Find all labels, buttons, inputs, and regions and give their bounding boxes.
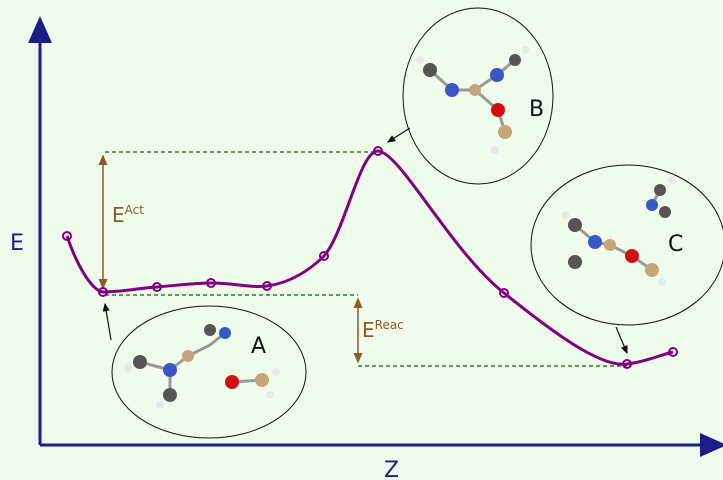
- background: [0, 0, 723, 480]
- symbol: E: [362, 318, 375, 342]
- x-axis-label: Z: [384, 458, 399, 480]
- energy-diagram: E Z EAct EReac A B C: [0, 0, 723, 480]
- y-axis-label: E: [10, 231, 24, 256]
- state-label: B: [529, 97, 544, 122]
- symbol: E: [112, 203, 125, 227]
- state-label: A: [251, 334, 266, 359]
- state-label: C: [668, 232, 683, 257]
- superscript: Act: [125, 203, 145, 217]
- superscript: Reac: [375, 318, 404, 332]
- page: E Z EAct EReac A B C (() => { const data…: [0, 0, 723, 480]
